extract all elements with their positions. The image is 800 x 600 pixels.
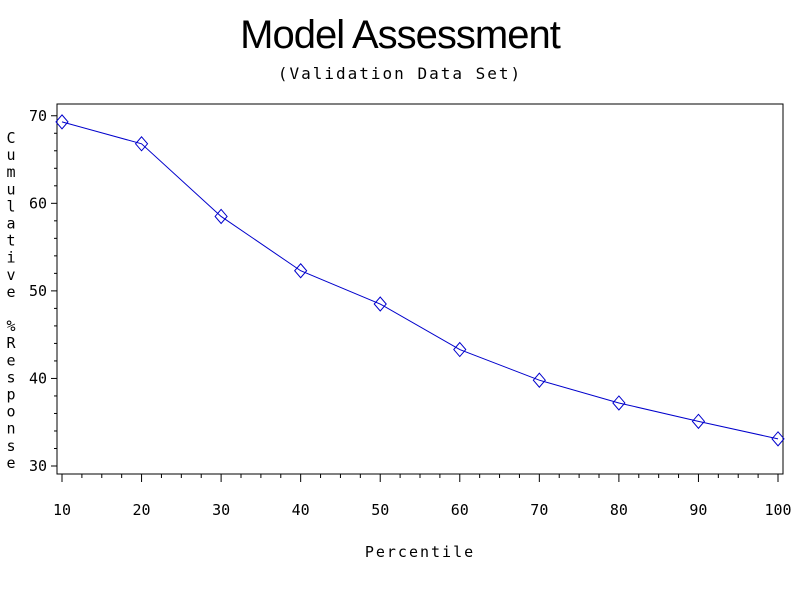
data-point-marker (294, 262, 308, 279)
plot-frame (56, 103, 784, 475)
y-label-char: u (6, 146, 15, 164)
y-label-char: v (6, 266, 15, 284)
x-tick-label: 20 (133, 501, 151, 519)
x-tick-label: 90 (689, 501, 707, 519)
data-point-marker (612, 395, 626, 411)
series-group (55, 114, 785, 447)
y-label-char: o (6, 403, 15, 421)
data-point-marker (771, 431, 785, 447)
x-tick-label: 10 (53, 501, 71, 519)
data-point-marker (214, 208, 228, 225)
series-line (61, 121, 779, 440)
y-label-char: C (6, 129, 15, 147)
y-label-char: n (6, 420, 15, 438)
y-tick-label: 50 (29, 282, 47, 300)
y-label-char: s (6, 368, 15, 386)
y-tick-label: 40 (29, 369, 47, 387)
y-label-char: e (6, 283, 15, 301)
y-label-char: e (6, 454, 15, 472)
y-tick-label: 30 (29, 457, 47, 475)
y-label-char: l (6, 197, 15, 215)
chart-title: Model Assessment (240, 13, 561, 57)
y-label-char: t (6, 232, 15, 250)
x-axis: 10 20 30 40 50 60 70 80 90 100 (53, 474, 792, 519)
data-point-marker (134, 136, 149, 152)
data-point-marker (373, 296, 387, 312)
x-axis-label: Percentile (365, 543, 475, 561)
y-tick-label: 70 (29, 107, 47, 125)
y-label-char: a (6, 215, 15, 233)
y-label-char: % (6, 317, 15, 335)
y-label-char: i (6, 249, 15, 267)
y-label-char: m (6, 163, 15, 181)
x-tick-label: 50 (371, 501, 389, 519)
y-label-char: e (6, 351, 15, 369)
data-point-marker (691, 413, 706, 430)
y-label-char: p (6, 386, 15, 404)
y-axis: 30 40 50 60 70 (29, 107, 57, 475)
x-tick-label: 60 (451, 501, 469, 519)
y-label-char: u (6, 180, 15, 198)
y-label-char: R (6, 334, 16, 352)
y-tick-label: 60 (29, 194, 47, 212)
x-tick-label: 40 (292, 501, 310, 519)
x-tick-label: 80 (610, 501, 628, 519)
data-point-marker (55, 114, 69, 130)
data-point-marker (453, 341, 467, 358)
x-tick-label: 30 (212, 501, 230, 519)
x-tick-label: 70 (530, 501, 548, 519)
y-label-char: s (6, 437, 15, 455)
chart-subtitle: (Validation Data Set) (278, 64, 522, 83)
data-point-marker (532, 372, 546, 388)
x-tick-label: 100 (764, 501, 791, 519)
